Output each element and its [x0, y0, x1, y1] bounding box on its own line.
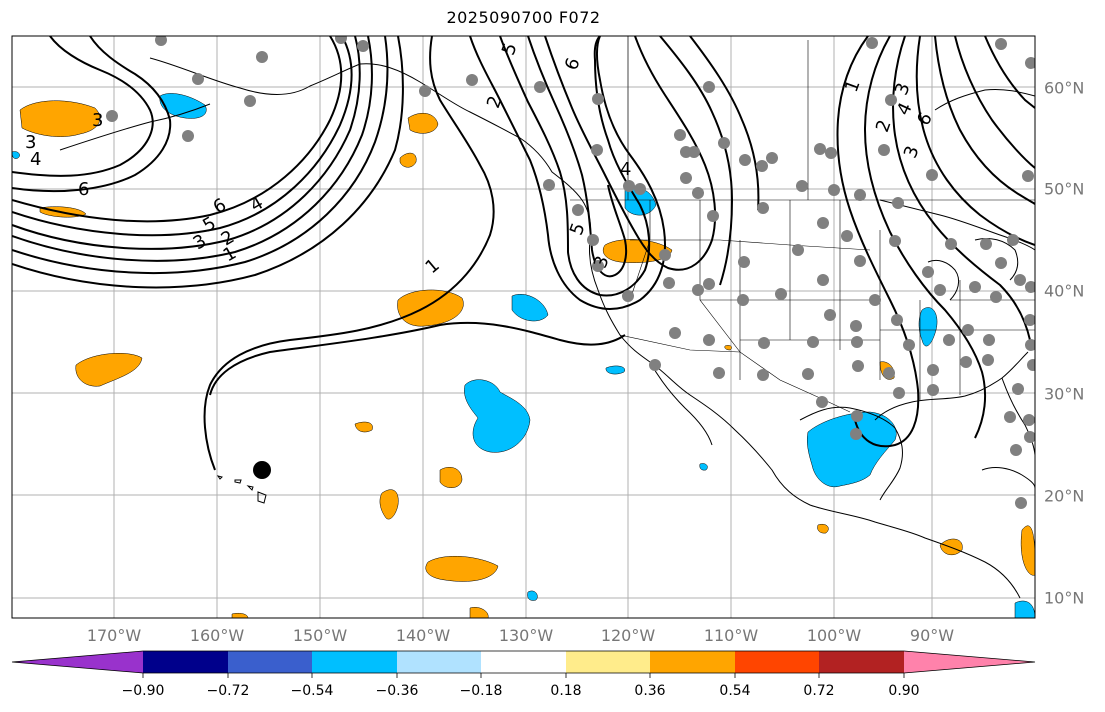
latitude-label: 40°N	[1044, 281, 1085, 301]
colorbar-segment	[819, 651, 904, 673]
anomaly-fill-negative	[12, 93, 1035, 618]
colorbar-segment	[650, 651, 735, 673]
contour-label: 3	[92, 110, 103, 131]
station-markers	[106, 36, 1035, 509]
latitude-label: 60°N	[1044, 78, 1085, 98]
contour-label: 4	[30, 149, 41, 170]
contour-label-group: 3 4 6 5 3 2 1 1 4 6 3 5 6 4 5 1 3 2 3 6 …	[25, 40, 937, 278]
longitude-label: 90°W	[909, 626, 955, 645]
colorbar-tick-label: 0.36	[634, 683, 666, 699]
latitude-label: 30°N	[1044, 384, 1085, 404]
map-title: 2025090700 F072	[446, 8, 601, 27]
colorbar-tick-label: −0.54	[290, 683, 334, 699]
longitude-label: 140°W	[395, 626, 451, 645]
colorbar-tick-label: −0.36	[375, 683, 419, 699]
longitude-label: 170°W	[86, 626, 142, 645]
colorbar-extend-high	[904, 651, 1035, 673]
colorbar	[11, 650, 1036, 678]
colorbar-segment	[312, 651, 397, 673]
colorbar-segment	[228, 651, 312, 673]
colorbar-extend-low	[12, 651, 143, 673]
colorbar-tick-label: 0.18	[550, 683, 582, 699]
colorbar-tick-label: −0.90	[121, 683, 165, 699]
colorbar-segment	[481, 651, 566, 673]
hurricane-marker	[253, 461, 271, 479]
colorbar-segment	[397, 651, 481, 673]
longitude-label: 150°W	[292, 626, 348, 645]
longitude-label: 100°W	[806, 626, 862, 645]
contour-label: 4	[620, 159, 631, 180]
colorbar-segment	[143, 651, 228, 673]
map-frame	[11, 35, 1036, 619]
colorbar-segment	[735, 651, 819, 673]
colorbar-tick-label: −0.18	[459, 683, 503, 699]
colorbar-tick-label: 0.90	[888, 683, 920, 699]
longitude-label: 120°W	[600, 626, 656, 645]
colorbar-tick-label: 0.54	[719, 683, 751, 699]
colorbar-segment	[566, 651, 650, 673]
graticule	[12, 36, 1035, 618]
longitude-label: 110°W	[703, 626, 759, 645]
contour-label: 6	[78, 179, 89, 200]
latitude-label: 50°N	[1044, 179, 1085, 199]
contour-lines	[12, 36, 1035, 471]
hawaii-islands	[216, 475, 267, 504]
latitude-label: 20°N	[1044, 486, 1085, 506]
longitude-label: 160°W	[189, 626, 245, 645]
political-borders	[570, 36, 1035, 413]
colorbar-tick-label: −0.72	[206, 683, 250, 699]
latitude-label: 10°N	[1044, 588, 1085, 608]
contour-label: 3	[25, 132, 36, 153]
colorbar-tick-label: 0.72	[803, 683, 835, 699]
longitude-label: 130°W	[498, 626, 554, 645]
